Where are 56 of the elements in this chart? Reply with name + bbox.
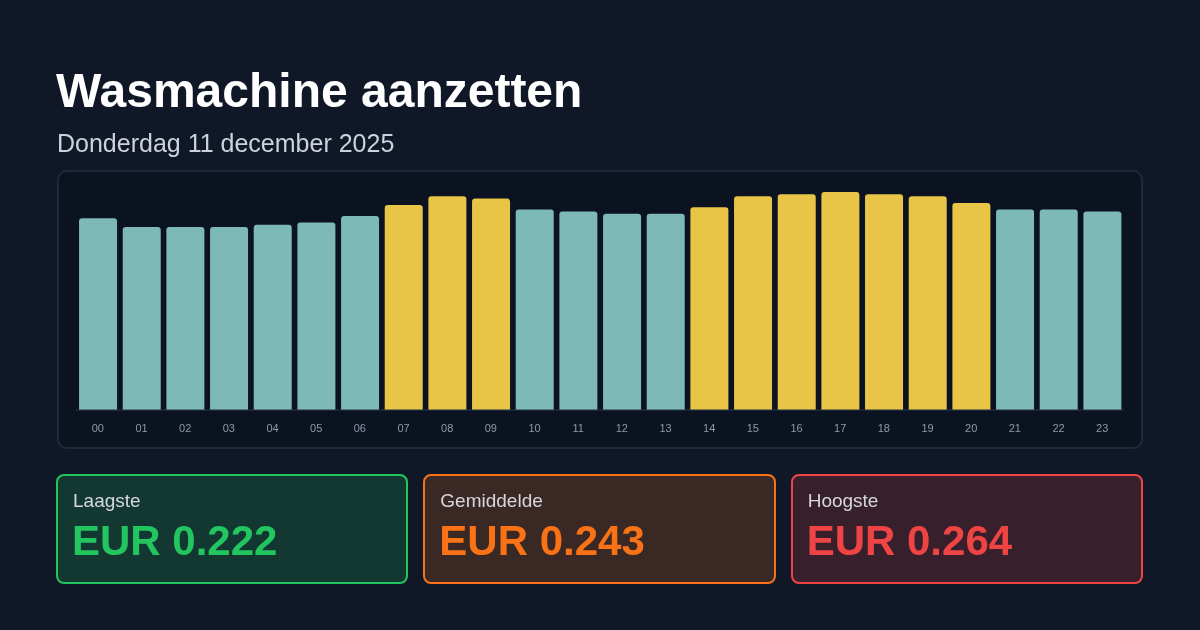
bar xyxy=(122,226,161,410)
bar xyxy=(821,192,860,410)
bar xyxy=(253,224,292,410)
x-tick-label: 18 xyxy=(877,421,890,434)
bar xyxy=(865,194,904,410)
x-tick-label: 09 xyxy=(484,421,497,434)
chart-title: Wasmachine aanzetten xyxy=(56,64,583,117)
x-tick-label: 21 xyxy=(1008,421,1021,434)
text: EUR 0.243 xyxy=(439,517,645,564)
x-tick-label: 00 xyxy=(91,421,104,434)
bar xyxy=(428,196,467,410)
bar xyxy=(166,226,205,410)
x-tick-label: 02 xyxy=(179,421,192,434)
bar xyxy=(952,202,991,410)
text: EUR 0.264 xyxy=(806,517,1013,564)
text: EUR 0.222 xyxy=(72,517,278,564)
x-tick-label: 04 xyxy=(266,421,279,434)
x-tick-label: 11 xyxy=(572,421,584,434)
chart-subtitle: Donderdag 11 december 2025 xyxy=(57,129,395,157)
text: Hoogste xyxy=(807,490,879,511)
bar xyxy=(472,198,511,410)
x-tick-label: 20 xyxy=(965,421,978,434)
x-tick-label: 07 xyxy=(397,421,410,434)
x-tick-label: 01 xyxy=(135,421,148,434)
x-tick-label: 22 xyxy=(1052,421,1065,434)
bar xyxy=(603,213,642,410)
x-tick-label: 17 xyxy=(834,421,847,434)
x-tick-label: 19 xyxy=(921,421,934,434)
bar xyxy=(908,196,947,410)
bar xyxy=(777,194,816,410)
x-tick-label: 16 xyxy=(790,421,803,434)
bar xyxy=(515,209,554,410)
bar xyxy=(1039,209,1078,410)
bar xyxy=(690,207,729,410)
text: Laagste xyxy=(73,490,141,511)
bar xyxy=(734,196,773,410)
bar xyxy=(297,222,336,410)
x-tick-label: 13 xyxy=(659,421,672,434)
bar xyxy=(341,215,380,410)
bar xyxy=(1083,211,1122,410)
x-tick-label: 23 xyxy=(1096,421,1109,434)
x-tick-label: 03 xyxy=(222,421,235,434)
x-tick-label: 14 xyxy=(703,421,716,434)
bar xyxy=(210,226,249,410)
x-tick-label: 08 xyxy=(441,421,454,434)
text: Gemiddelde xyxy=(440,490,543,511)
bar xyxy=(384,205,423,410)
x-tick-label: 05 xyxy=(310,421,323,434)
x-tick-label: 06 xyxy=(353,421,366,434)
bar xyxy=(559,211,598,410)
x-tick-label: 12 xyxy=(615,421,628,434)
bar xyxy=(646,213,685,410)
x-tick-label: 10 xyxy=(528,421,541,434)
x-tick-label: 15 xyxy=(746,421,759,434)
bar xyxy=(996,209,1035,410)
bar xyxy=(79,218,118,410)
